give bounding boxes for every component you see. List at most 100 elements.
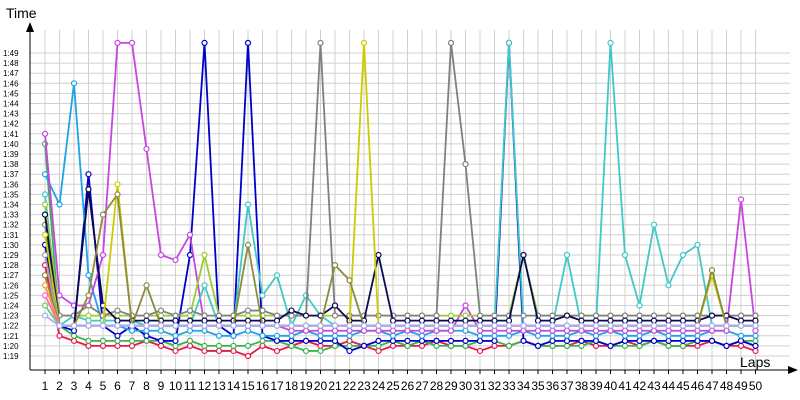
data-point	[85, 337, 92, 344]
data-point	[331, 262, 339, 269]
data-point	[491, 312, 498, 319]
data-point	[143, 322, 150, 329]
data-point	[636, 312, 643, 319]
x-tick-label: 44	[662, 379, 676, 393]
data-point	[404, 342, 411, 349]
y-tick-label: 1:35	[3, 190, 19, 199]
data-point	[201, 312, 208, 319]
data-point	[679, 322, 687, 329]
data-point	[389, 332, 397, 339]
data-point	[143, 332, 150, 339]
data-point	[418, 317, 426, 324]
data-point	[578, 322, 585, 329]
data-point	[650, 337, 658, 344]
x-tick-label: 43	[647, 379, 661, 393]
data-point	[346, 327, 353, 334]
data-point	[302, 322, 310, 329]
data-point	[201, 322, 208, 329]
data-point	[288, 342, 295, 349]
data-point	[360, 322, 368, 329]
data-point	[737, 332, 745, 339]
data-point	[563, 322, 571, 329]
data-point	[128, 39, 136, 47]
data-point	[41, 251, 49, 259]
series-line	[44, 42, 756, 352]
x-tick-label: 39	[589, 379, 603, 393]
data-point	[549, 317, 556, 324]
data-point	[244, 39, 252, 47]
x-tick-label: 9	[158, 379, 165, 393]
data-point	[665, 337, 672, 344]
series-3	[41, 39, 759, 355]
data-point	[375, 347, 382, 355]
data-point	[375, 342, 382, 349]
data-point	[375, 322, 382, 329]
data-point	[462, 342, 469, 349]
data-point	[389, 337, 397, 344]
data-point	[491, 332, 498, 339]
x-tick-label: 32	[488, 379, 502, 393]
data-point	[157, 251, 165, 259]
y-tick-label: 1:33	[3, 211, 19, 220]
y-tick-label: 1:45	[3, 89, 19, 98]
data-point	[302, 327, 310, 334]
data-point	[621, 322, 629, 329]
data-point	[679, 251, 687, 259]
y-tick-label: 1:34	[3, 201, 19, 210]
data-point	[491, 317, 498, 324]
data-point	[143, 282, 150, 289]
data-point	[389, 322, 397, 329]
data-point	[157, 312, 165, 319]
x-tick-label: 8	[143, 379, 150, 393]
y-tick-label: 1:39	[3, 150, 19, 159]
data-point	[607, 317, 614, 324]
series-14	[41, 292, 759, 329]
data-point	[85, 322, 92, 329]
data-point	[549, 337, 556, 344]
data-point	[752, 322, 759, 329]
data-point	[505, 342, 513, 349]
data-point	[607, 312, 614, 319]
data-point	[679, 337, 687, 344]
data-point	[679, 312, 687, 319]
y-tick-label: 1:28	[3, 261, 19, 270]
data-point	[505, 39, 513, 47]
data-point	[708, 267, 716, 274]
data-point	[215, 322, 223, 329]
data-point	[41, 171, 49, 178]
data-point	[752, 312, 759, 319]
data-point	[172, 312, 179, 319]
data-point	[259, 292, 266, 299]
series-line	[44, 42, 757, 332]
data-point	[534, 322, 542, 329]
data-point	[331, 337, 339, 344]
y-axis-arrow	[26, 22, 34, 32]
data-point	[563, 312, 571, 319]
data-point	[273, 312, 281, 319]
data-point	[360, 342, 368, 349]
data-point	[244, 322, 252, 329]
data-point	[85, 186, 92, 193]
x-tick-label: 7	[129, 379, 136, 393]
data-point	[259, 342, 266, 349]
x-tick-label: 20	[314, 379, 328, 393]
data-point	[230, 342, 237, 349]
data-point	[621, 332, 629, 339]
data-point	[505, 317, 513, 324]
data-point	[418, 332, 426, 339]
data-point	[752, 337, 759, 344]
data-point	[41, 272, 49, 279]
data-point	[331, 302, 339, 309]
data-point	[230, 332, 237, 339]
data-point	[186, 317, 194, 324]
data-point	[520, 251, 527, 259]
data-point	[331, 332, 339, 339]
data-point	[99, 211, 107, 218]
data-point	[694, 241, 701, 248]
data-point	[99, 322, 107, 329]
data-point	[491, 322, 498, 329]
data-point	[85, 171, 92, 178]
data-point	[201, 347, 208, 355]
data-point	[592, 327, 600, 334]
data-point	[708, 337, 716, 344]
